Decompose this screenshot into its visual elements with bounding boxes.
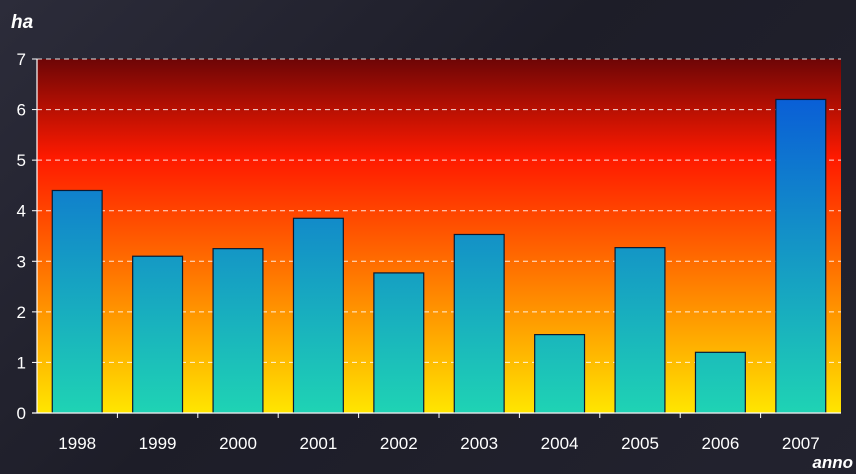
- x-tick-label: 2007: [782, 434, 820, 453]
- y-axis-label: ha: [11, 12, 34, 33]
- y-tick-label: 7: [17, 50, 26, 69]
- y-tick-label: 3: [17, 252, 26, 271]
- y-tick-label: 5: [17, 151, 26, 170]
- axes: [32, 58, 841, 418]
- y-tick-label: 2: [17, 303, 26, 322]
- bars: [51, 98, 827, 414]
- x-axis-label: anno: [812, 453, 853, 472]
- bar-1999: [132, 255, 184, 414]
- x-tick-label: 2001: [299, 434, 337, 453]
- y-tick-label: 6: [17, 101, 26, 120]
- x-tick-label: 2000: [219, 434, 257, 453]
- bar-2007: [775, 98, 827, 414]
- x-tick-label: 2004: [541, 434, 579, 453]
- bar-1998: [51, 189, 103, 414]
- bar-2005: [614, 247, 666, 414]
- x-tick-label: 2002: [380, 434, 418, 453]
- x-tick-label: 2006: [701, 434, 739, 453]
- x-tick-label: 2005: [621, 434, 659, 453]
- x-tick-label: 2003: [460, 434, 498, 453]
- x-tick-label: 1998: [58, 434, 96, 453]
- y-tick-label: 1: [17, 353, 26, 372]
- bar-2006: [694, 351, 746, 414]
- bar-2002: [373, 272, 425, 414]
- bar-2000: [212, 248, 264, 414]
- x-tick-label: 1999: [139, 434, 177, 453]
- y-tick-labels: 0 1 2 3 4 5 6 7: [17, 50, 26, 423]
- bar-2004: [534, 334, 586, 414]
- x-tick-labels: 1998 1999 2000 2001 2002 2003 2004 2005 2006 2007: [58, 434, 819, 453]
- y-tick-label: 0: [17, 404, 26, 423]
- y-tick-label: 4: [17, 202, 26, 221]
- bar-2001: [292, 217, 344, 414]
- bar-2003: [453, 233, 505, 414]
